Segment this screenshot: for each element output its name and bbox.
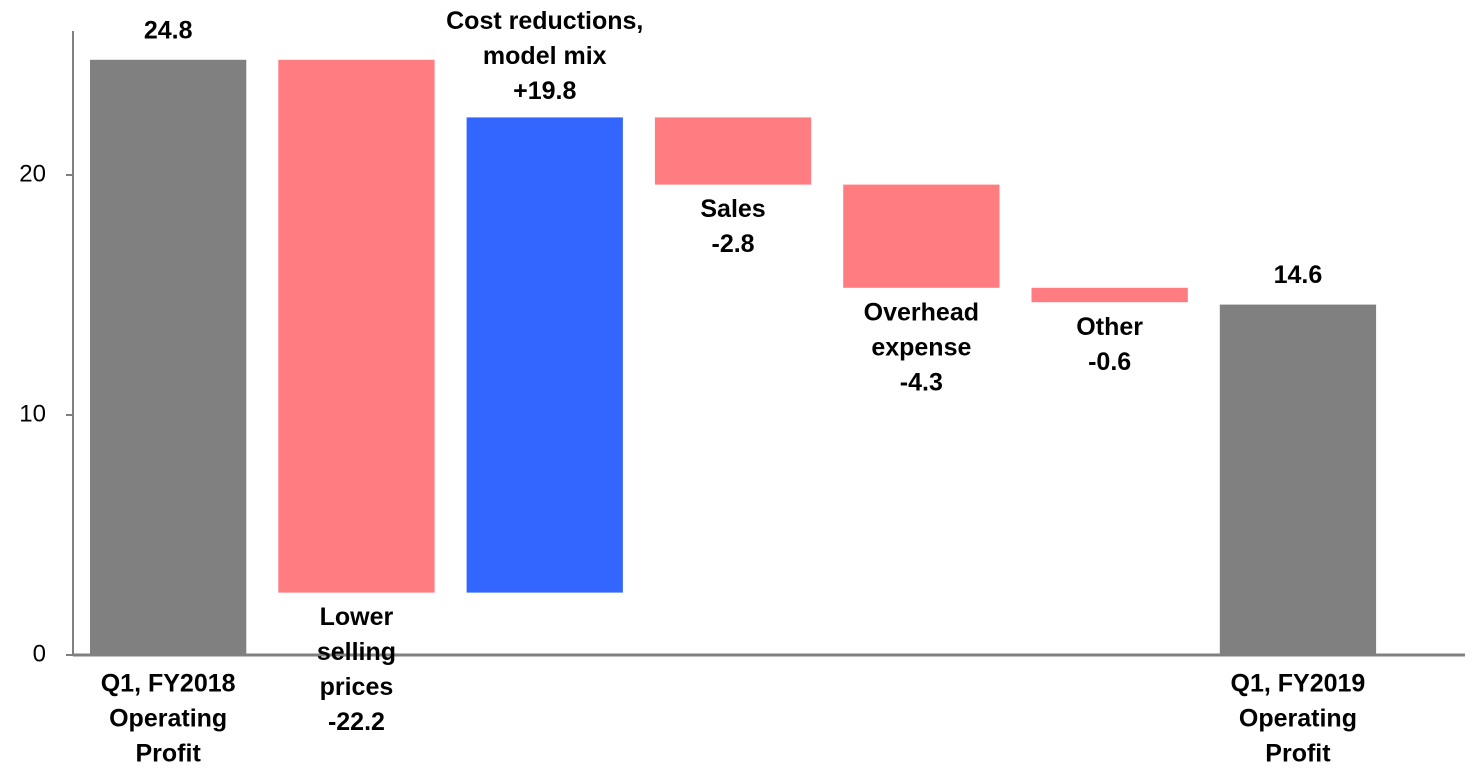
category-label: Lower [320,603,394,631]
y-tick-label: 10 [19,400,46,427]
y-tick-label: 0 [33,640,46,667]
category-label: Sales [700,195,765,223]
bar [90,59,247,656]
value-label: 14.6 [1274,261,1323,289]
category-label: Q1, FY2018 [101,670,236,698]
category-label: model mix [483,42,607,70]
category-label: Cost reductions, [446,7,643,35]
value-label: -2.8 [712,230,755,258]
bar [843,184,1000,288]
value-label: 24.8 [144,16,193,44]
category-label: Profit [136,740,202,768]
bar [278,59,435,593]
value-label: -4.3 [900,368,943,396]
category-label: Overhead [864,298,979,326]
category-label: Operating [109,705,227,733]
value-label: -22.2 [328,708,385,736]
category-label: prices [320,673,394,701]
bar [466,117,623,593]
bar [1219,304,1377,655]
category-label: Profit [1265,740,1331,768]
bar [654,117,812,185]
category-label: selling [317,638,396,666]
category-label: expense [871,333,971,361]
category-label: Operating [1239,705,1357,733]
y-tick-label: 20 [19,160,46,187]
category-label: Q1, FY2019 [1231,670,1366,698]
bar [1031,287,1188,303]
value-label: -0.6 [1088,348,1131,376]
category-label: Other [1076,313,1143,341]
value-label: +19.8 [513,77,576,105]
